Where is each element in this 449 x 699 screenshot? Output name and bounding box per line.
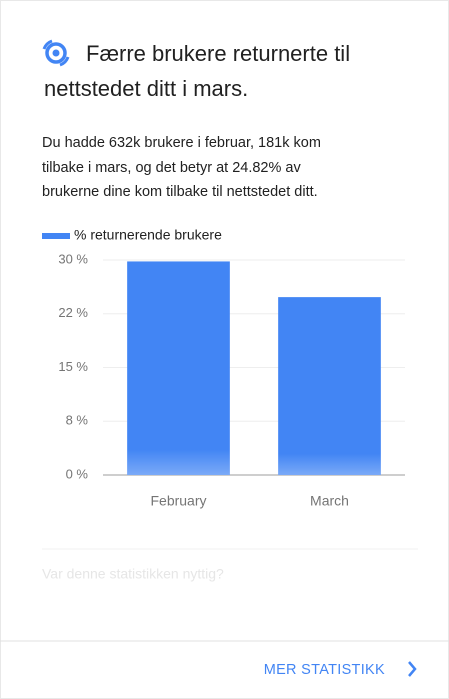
chevron-icon[interactable] [408, 661, 417, 677]
bar-fade [278, 297, 381, 475]
body-line: tilbake i mars, og det betyr at 24.82% a… [42, 160, 301, 176]
insight-icon [42, 39, 70, 67]
y-tick-label: 8 % [66, 413, 89, 428]
y-tick-label: 22 % [58, 305, 88, 320]
bar-fade [127, 261, 230, 475]
feedback-text: Var denne statistikken nyttig? [42, 566, 224, 582]
x-tick-label: February [150, 493, 206, 509]
title-line: Færre brukere returnerte til [86, 41, 350, 66]
y-tick-label: 0 % [66, 466, 89, 481]
y-tick-label: 15 % [58, 359, 88, 374]
legend-swatch [42, 233, 70, 239]
body-line: Du hadde 632k brukere i februar, 181k ko… [42, 135, 321, 151]
x-tick-label: March [310, 493, 349, 509]
more-stats-button[interactable]: MER STATISTIKK [264, 662, 385, 678]
title-line: nettstedet ditt i mars. [44, 76, 248, 101]
legend-label: % returnerende brukere [74, 227, 222, 243]
y-tick-label: 30 % [58, 251, 88, 266]
body-line: brukerne dine kom tilbake til nettstedet… [42, 184, 318, 200]
